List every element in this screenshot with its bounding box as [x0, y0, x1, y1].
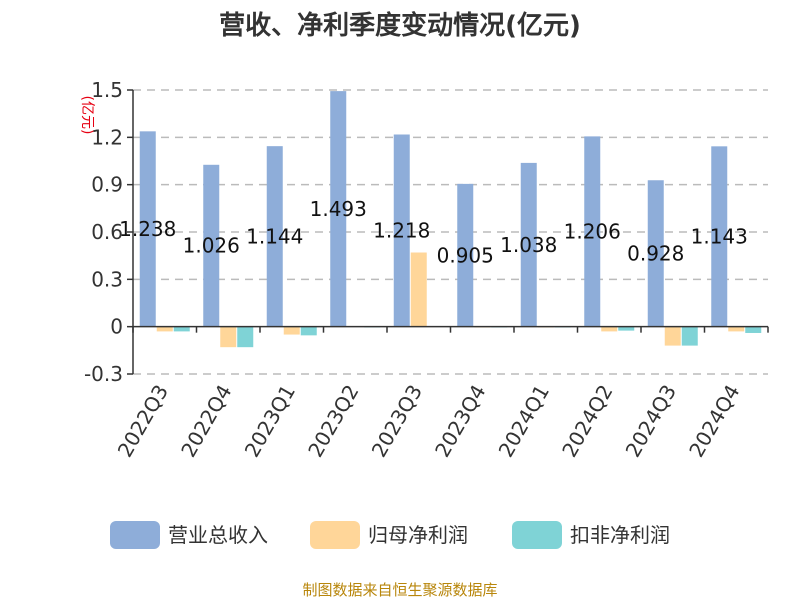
bar-3-2022Q4: [237, 326, 254, 348]
legend-swatch: [310, 521, 360, 549]
x-tick-label: 2022Q3: [113, 381, 173, 462]
x-tick-label: 2023Q3: [367, 381, 427, 462]
y-tick-label: -0.3: [84, 362, 123, 386]
bar-2-2022Q4: [220, 326, 237, 348]
legend-swatch: [512, 521, 562, 549]
legend[interactable]: 营业总收入 归母净利润 扣非净利润: [110, 521, 670, 549]
data-label-2022Q4: 1.026: [183, 234, 240, 258]
data-label-2023Q1: 1.144: [246, 224, 303, 248]
y-tick-label: 0.6: [91, 220, 123, 244]
bar-1-2024Q4: [711, 146, 728, 327]
x-tick-label: 2024Q1: [494, 381, 554, 462]
bar-1-2024Q3: [647, 180, 664, 327]
x-tick-label: 2024Q3: [621, 381, 681, 462]
bar-3-2022Q3: [173, 326, 190, 332]
bar-2-2023Q3: [410, 252, 427, 327]
legend-label: 营业总收入: [168, 523, 268, 547]
bar-2-2022Q3: [156, 326, 173, 332]
data-label-2024Q4: 1.143: [691, 224, 748, 248]
data-label-2023Q3: 1.218: [373, 219, 430, 243]
legend-item-2[interactable]: 归母净利润: [310, 521, 468, 549]
legend-label: 归母净利润: [368, 523, 468, 547]
bars: [139, 91, 762, 348]
x-tick-label: 2024Q4: [684, 381, 744, 462]
bar-1-2024Q2: [584, 136, 601, 327]
bar-1-2022Q4: [203, 164, 220, 327]
legend-swatch: [110, 521, 160, 549]
bar-3-2024Q4: [745, 326, 762, 333]
bar-3-2024Q2: [618, 326, 635, 331]
data-label-2023Q2: 1.493: [310, 197, 367, 221]
bar-2-2024Q2: [601, 326, 618, 332]
bar-2-2023Q1: [283, 326, 300, 335]
bar-2-2024Q4: [728, 326, 745, 332]
x-tick-label: 2022Q4: [176, 381, 236, 462]
y-tick-label: 1.5: [91, 78, 123, 102]
data-label-2024Q1: 1.038: [500, 233, 557, 257]
bar-1-2023Q1: [266, 146, 283, 327]
y-tick-label: 0.9: [91, 173, 123, 197]
bar-3-2024Q3: [681, 326, 698, 346]
y-tick-label: 1.2: [91, 125, 123, 149]
y-tick-label: 0: [110, 315, 123, 339]
data-label-2024Q2: 1.206: [564, 220, 621, 244]
bar-1-2024Q1: [520, 162, 537, 327]
source-note: 制图数据来自恒生聚源数据库: [302, 581, 497, 599]
bar-1-2022Q3: [139, 131, 156, 327]
y-axis-unit: (亿元): [79, 96, 95, 135]
data-label-2023Q4: 0.905: [437, 243, 494, 267]
x-tick-label: 2024Q2: [557, 381, 617, 462]
x-tick-label: 2023Q2: [303, 381, 363, 462]
legend-label: 扣非净利润: [570, 523, 670, 547]
x-tick-label: 2023Q1: [240, 381, 300, 462]
y-tick-label: 0.3: [91, 267, 123, 291]
legend-item-3[interactable]: 扣非净利润: [512, 521, 670, 549]
bar-1-2023Q4: [457, 183, 474, 327]
grid-lines: [133, 89, 768, 375]
axes: [132, 90, 769, 374]
x-axis-ticks: 2022Q3 2022Q4 2023Q1 2023Q2 2023Q3 2023Q4 2024…: [113, 381, 745, 462]
x-tick-label: 2023Q4: [430, 381, 490, 462]
legend-item-1[interactable]: 营业总收入: [110, 521, 268, 549]
bar-1-2023Q2: [330, 91, 347, 327]
y-axis-ticks: 1.5 1.2 0.9 0.6 0.3 0 -0.3: [84, 78, 133, 386]
bar-1-2023Q3: [393, 134, 410, 327]
data-label-2022Q3: 1.238: [119, 217, 176, 241]
chart-title: 营收、净利季度变动情况(亿元): [219, 10, 581, 41]
data-label-2024Q3: 0.928: [627, 241, 684, 265]
bar-3-2023Q1: [300, 326, 317, 336]
bar-2-2024Q3: [664, 326, 681, 346]
